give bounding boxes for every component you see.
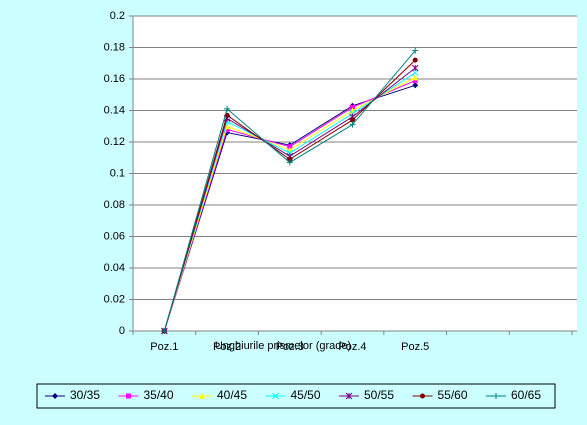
- data-point: [286, 159, 293, 166]
- y-tick-label: 0.16: [104, 73, 125, 85]
- data-point: [350, 104, 355, 110]
- y-tick-label: 0.18: [104, 41, 125, 53]
- x-tick-label: Poz.3: [276, 341, 304, 353]
- data-point: [350, 117, 355, 123]
- data-point: [287, 144, 293, 150]
- data-point: [412, 74, 419, 81]
- y-tick-label: 0.1: [110, 167, 125, 179]
- x-axis-title: Unghiurile prismelor (grade): [215, 340, 351, 352]
- legend-marker: [52, 393, 58, 399]
- data-point: [412, 47, 419, 54]
- data-point: [412, 57, 418, 63]
- y-tick-label: 0.02: [104, 293, 125, 305]
- legend-label: 50/55: [364, 388, 394, 402]
- legend-label: 55/60: [438, 388, 468, 402]
- data-point: [411, 69, 419, 77]
- data-point: [224, 105, 231, 112]
- data-point: [224, 126, 230, 132]
- y-tick-label: 0: [119, 325, 125, 337]
- legend-marker: [493, 393, 499, 399]
- y-tick-label: 0.06: [104, 230, 125, 242]
- x-tick-label: Poz.5: [401, 341, 429, 353]
- legend-marker: [272, 392, 279, 400]
- data-point: [287, 156, 293, 162]
- legend-label: 40/45: [217, 388, 247, 402]
- data-point: [349, 121, 356, 128]
- y-tick-label: 0.14: [104, 104, 125, 116]
- y-tick-label: 0.04: [104, 262, 125, 274]
- data-point: [161, 328, 168, 334]
- x-tick-label: Poz.4: [338, 341, 366, 353]
- y-tick-label: 0.08: [104, 199, 125, 211]
- legend-label: 30/35: [70, 388, 100, 402]
- legend-marker: [199, 393, 205, 399]
- y-tick-label: 0.2: [110, 10, 125, 22]
- y-tick-label: 0.12: [104, 136, 125, 148]
- data-point: [411, 64, 419, 72]
- x-tick-label: Poz.1: [150, 341, 178, 353]
- legend-label: 35/40: [144, 388, 174, 402]
- legend-marker: [345, 392, 353, 400]
- legend-label: 45/50: [291, 388, 321, 402]
- legend-marker: [126, 393, 131, 399]
- legend-marker: [420, 393, 425, 399]
- legend-label: 60/65: [511, 388, 541, 402]
- x-tick-label: Poz.2: [213, 341, 241, 353]
- legend-box: [36, 383, 556, 409]
- data-point: [412, 78, 418, 84]
- data-point: [412, 82, 419, 89]
